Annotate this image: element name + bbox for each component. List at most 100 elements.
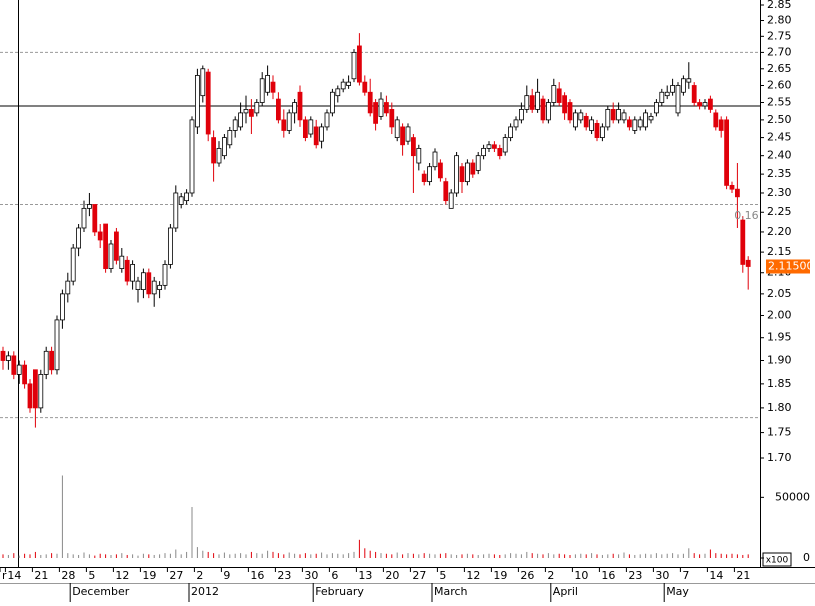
candle-body	[508, 126, 514, 138]
candle-body	[600, 126, 605, 138]
candle-body	[729, 184, 735, 190]
y-tick-label: 1.80	[767, 401, 792, 414]
candle-body	[124, 259, 130, 282]
candle-body	[254, 102, 260, 114]
x-tick-label: 21	[736, 569, 750, 582]
candle-body	[351, 52, 357, 80]
candle-body	[308, 119, 314, 135]
candle-body	[546, 102, 551, 121]
candle-body	[373, 102, 379, 124]
candle-body	[97, 231, 103, 241]
candle-body	[573, 112, 578, 128]
x-tick-label: 14	[709, 569, 723, 582]
candle-body	[205, 71, 211, 135]
candle-body	[189, 119, 195, 194]
candle-body	[400, 126, 406, 146]
candle-body	[718, 119, 724, 131]
candle-body	[346, 81, 352, 86]
candle-body	[11, 355, 17, 375]
candle-body	[556, 88, 562, 103]
candle-body	[248, 109, 254, 117]
candle-body	[302, 119, 308, 138]
y-tick-label: 1.85	[767, 377, 792, 390]
candle-body	[146, 272, 152, 295]
x-tick-label: 7	[682, 569, 689, 582]
candle-body	[681, 78, 686, 93]
candle-body	[367, 91, 373, 114]
candle-body	[691, 85, 697, 103]
volume-tick-label: 50000	[775, 490, 810, 503]
x-tick-label: 27	[412, 569, 426, 582]
candle-body	[265, 75, 271, 93]
x-tick-label: 19	[493, 569, 507, 582]
candle-body	[65, 280, 71, 295]
candle-body	[464, 162, 470, 183]
candle-body	[232, 119, 238, 131]
candle-body	[497, 147, 503, 157]
candle-body	[551, 85, 557, 103]
y-tick-label: 1.95	[767, 331, 792, 344]
candle-body	[486, 144, 492, 149]
y-tick-label: 2.65	[767, 62, 792, 75]
candle-body	[540, 98, 546, 121]
annotation: 0.16	[734, 209, 759, 222]
candle-body	[708, 98, 713, 110]
month-label: May	[666, 585, 689, 598]
candle-body	[529, 95, 535, 110]
candle-body	[243, 109, 249, 114]
candle-body	[286, 112, 292, 131]
candle-body	[340, 81, 346, 90]
candle-body	[637, 119, 643, 128]
candle-body	[643, 112, 648, 128]
candle-body	[713, 112, 719, 128]
candle-body	[49, 350, 54, 371]
candle-body	[87, 204, 92, 209]
x-tick-label: 30	[304, 569, 318, 582]
y-tick-label: 1.70	[767, 451, 792, 464]
candle-body	[292, 102, 298, 114]
x-tick-label: 21	[34, 569, 48, 582]
candle-body	[173, 192, 179, 229]
candle-body	[135, 280, 141, 290]
candle-body	[130, 264, 136, 282]
y-tick-label: 2.60	[767, 78, 792, 91]
candle-body	[724, 119, 729, 186]
candle-body	[616, 109, 621, 121]
candle-body	[735, 188, 740, 198]
candle-body	[140, 272, 146, 290]
x-tick-label: 23	[628, 569, 642, 582]
candle-body	[238, 112, 244, 128]
candle-body	[589, 119, 594, 131]
x-tick-label: 6	[331, 569, 338, 582]
candle-body	[221, 137, 227, 157]
candle-body	[594, 122, 600, 138]
y-tick-label: 2.50	[767, 113, 792, 126]
candle-body	[702, 102, 708, 107]
x-tick-label: 9	[223, 569, 230, 582]
y-tick-label: 2.15	[767, 245, 792, 258]
candle-body	[535, 91, 540, 110]
candle-body	[562, 95, 567, 114]
candle-body	[33, 369, 38, 409]
candle-body	[362, 81, 368, 93]
candle-body	[745, 259, 751, 267]
y-tick-label: 2.75	[767, 29, 792, 42]
candle-body	[16, 364, 22, 375]
candle-body	[459, 166, 465, 183]
y-tick-label: 1.90	[767, 353, 792, 366]
candle-body	[76, 227, 81, 249]
month-label: February	[315, 585, 364, 598]
candle-body	[167, 227, 173, 265]
x-tick-label: 28	[61, 569, 75, 582]
x-tick-label: 16	[250, 569, 264, 582]
candle-body	[335, 88, 341, 97]
x-tick-label: 5	[88, 569, 95, 582]
x-tick-label: 2	[547, 569, 554, 582]
candle-body	[108, 243, 114, 269]
month-label: March	[434, 585, 468, 598]
candle-body	[162, 264, 168, 286]
candle-body	[513, 119, 519, 128]
month-label: December	[72, 585, 130, 598]
candle-body	[119, 255, 125, 269]
candle-body	[405, 126, 411, 142]
